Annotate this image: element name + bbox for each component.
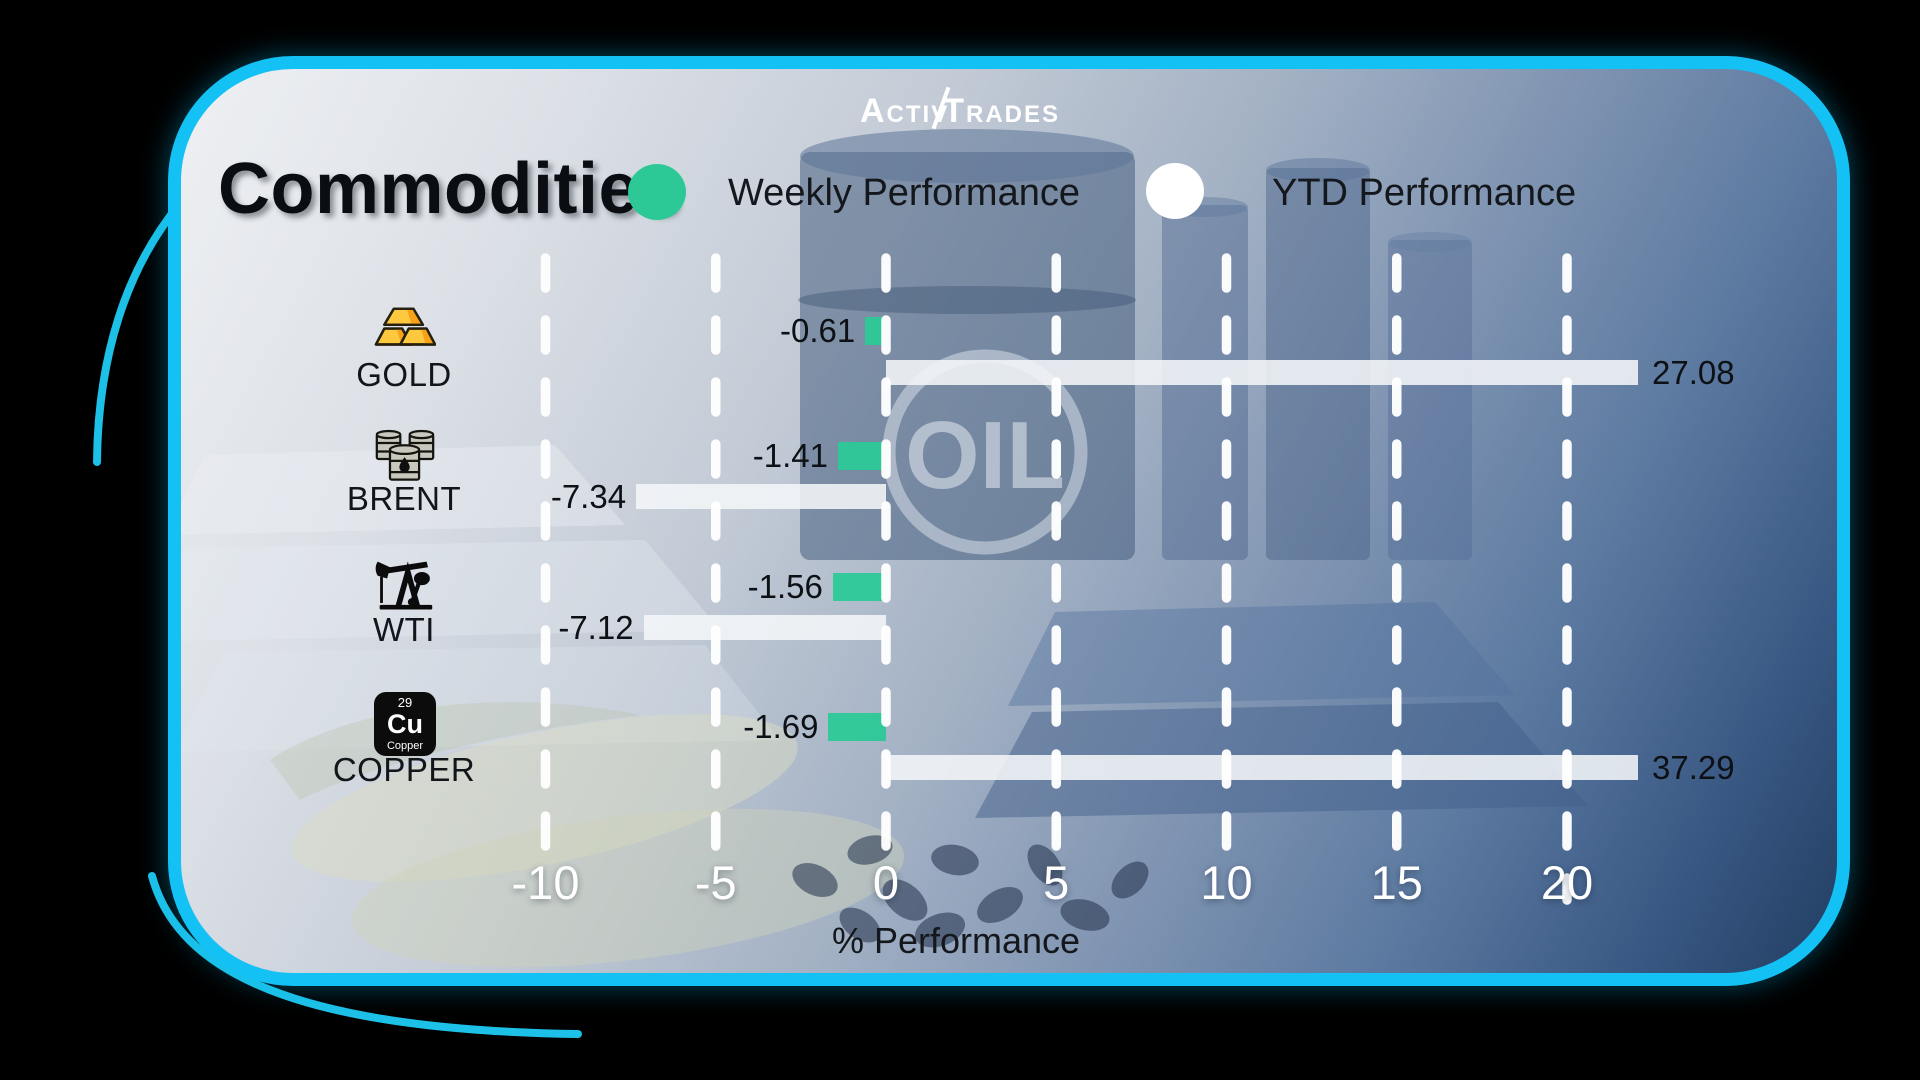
x-tick-label: 20 — [1540, 856, 1594, 909]
ytd-value-label: -7.34 — [550, 477, 627, 515]
brand-logo-part2: Trades — [943, 92, 1061, 130]
weekly-value-label: -1.41 — [752, 437, 828, 474]
gold-bars-icon — [374, 306, 436, 347]
ytd-bar — [643, 615, 886, 640]
x-axis-label: % Performance — [831, 920, 1081, 961]
ytd-bar — [886, 360, 1638, 385]
x-tick-label: 15 — [1370, 856, 1423, 909]
category-label: COPPER — [332, 751, 476, 788]
weekly-value-label: -0.61 — [780, 312, 856, 349]
brand-logo: Activ Trades — [860, 86, 1060, 131]
weekly-bar — [832, 573, 886, 601]
ytd-value-label: 27.08 — [1652, 353, 1735, 391]
ytd-legend-label: YTD Performance — [1272, 172, 1577, 214]
weekly-value-label: -1.56 — [747, 568, 823, 605]
copper-symbol: Cu — [387, 709, 423, 739]
oil-barrels-icon — [374, 428, 436, 482]
ytd-bar — [886, 755, 1638, 780]
chart-title: Commodities — [218, 149, 680, 229]
ytd-bar — [636, 484, 886, 509]
oil-pumpjack-icon — [374, 556, 436, 610]
copper-element-icon: 29 Cu Copper — [374, 692, 436, 756]
weekly-bar — [865, 317, 886, 345]
category-label: WTI — [373, 611, 435, 648]
category-label: GOLD — [356, 356, 452, 393]
ytd-legend-dot-icon — [1146, 163, 1204, 219]
copper-name: Copper — [386, 740, 424, 752]
weekly-value-label: -1.69 — [743, 708, 819, 745]
ytd-value-label: 37.29 — [1652, 748, 1735, 786]
weekly-legend-label: Weekly Performance — [728, 172, 1080, 214]
weekly-bar — [828, 713, 886, 741]
ytd-value-label: -7.12 — [558, 608, 634, 646]
weekly-bar — [837, 442, 886, 470]
copper-atomic-number: 29 — [397, 695, 413, 710]
weekly-legend-dot-icon — [628, 164, 686, 220]
x-tick-label: 0 — [872, 856, 900, 909]
x-tick-label: 10 — [1200, 856, 1253, 909]
x-tick-label: -5 — [694, 856, 737, 909]
x-tick-label: 5 — [1043, 856, 1070, 909]
x-tick-label: -10 — [511, 856, 580, 909]
category-label: BRENT — [346, 480, 462, 517]
